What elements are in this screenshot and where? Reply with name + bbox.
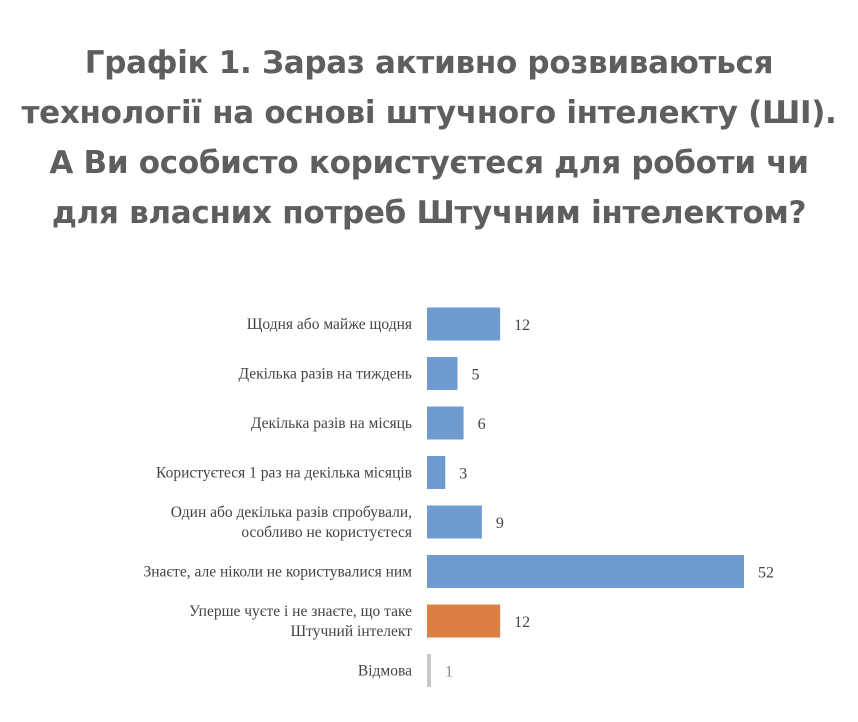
bar — [427, 357, 458, 390]
bar — [427, 307, 501, 341]
category-label: Один або декілька разів спробували, — [171, 504, 412, 521]
data-label: 12 — [514, 614, 530, 631]
bar — [427, 604, 501, 638]
category-label: Уперше чуєте і не знаєте, що таке — [189, 603, 412, 620]
chart-title: Графік 1. Зараз активно розвиваються тех… — [10, 38, 848, 238]
chart-title-line: для власних потреб Штучним інтелектом? — [51, 195, 807, 231]
bar — [427, 555, 744, 588]
bar — [427, 654, 431, 687]
data-label: 5 — [471, 367, 479, 384]
data-label: 3 — [459, 466, 467, 483]
category-label: Декілька разів на тиждень — [238, 366, 412, 383]
category-label: Відмова — [358, 663, 412, 680]
data-label: 52 — [758, 565, 774, 582]
category-label: особливо не користуєтеся — [241, 524, 412, 541]
data-label: 12 — [514, 317, 530, 334]
chart-title-line: А Ви особисто користуєтеся для роботи чи — [49, 145, 809, 181]
category-label: Штучний інтелект — [291, 623, 413, 640]
data-label: 1 — [445, 664, 453, 681]
data-label: 6 — [478, 416, 486, 433]
category-label: Користуєтеся 1 раз на декілька місяців — [156, 465, 412, 482]
category-label: Знаєте, але ніколи не користувалися ним — [143, 564, 412, 581]
bar — [427, 505, 482, 539]
chart-title-line: технології на основі штучного інтелекту … — [21, 95, 837, 131]
chart-title-line: Графік 1. Зараз активно розвиваються — [84, 45, 774, 81]
category-label: Декілька разів на місяць — [251, 415, 412, 432]
bar — [427, 406, 464, 440]
category-label: Щодня або майже щодня — [247, 316, 412, 333]
bar — [427, 456, 446, 489]
data-label: 9 — [496, 515, 504, 532]
